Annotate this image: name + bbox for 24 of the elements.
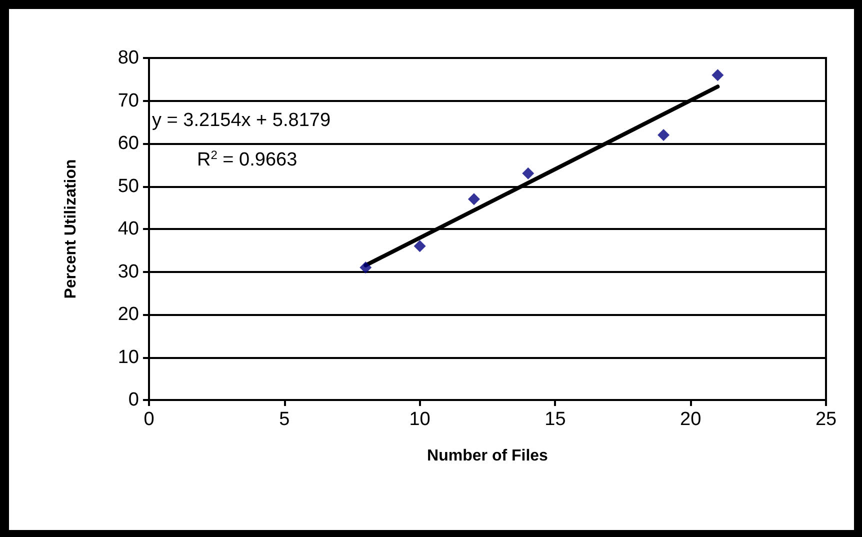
point [468, 193, 480, 206]
x-tick-label: 15 [544, 409, 566, 430]
y-tick-label: 60 [118, 133, 139, 154]
x-tick-label: 10 [409, 409, 430, 430]
x-axis-title: Number of Files [427, 448, 548, 464]
x-tick-label: 0 [144, 409, 154, 430]
point [712, 69, 724, 82]
point [414, 240, 426, 252]
x-tick-label: 5 [279, 409, 290, 430]
point [658, 128, 670, 141]
y-tick-label: 0 [128, 390, 139, 410]
y-tick-label: 50 [118, 176, 139, 197]
y-tick-label: 20 [118, 304, 139, 325]
x-tick-label: 20 [680, 409, 702, 430]
y-tick-label: 10 [118, 346, 139, 368]
point [360, 261, 372, 274]
y-tick-label: 80 [118, 48, 139, 68]
y-tick-label: 40 [118, 218, 139, 240]
annotation: y = 3.2154x + 5.8179 [152, 110, 331, 131]
y-tick-label: 30 [118, 261, 139, 282]
x-tick-label: 25 [815, 409, 837, 430]
y-tick-label: 70 [118, 90, 139, 112]
y-axis-title: Percent Utilization [62, 159, 80, 299]
point [522, 167, 534, 180]
